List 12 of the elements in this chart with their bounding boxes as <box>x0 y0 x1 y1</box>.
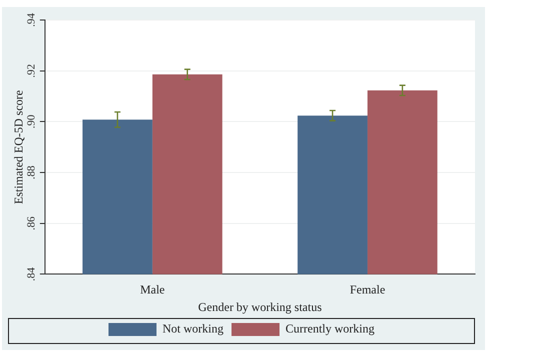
x-tick-label: Female <box>350 282 386 297</box>
legend-label: Currently working <box>286 322 375 336</box>
y-tick-label: .84 <box>25 266 38 282</box>
y-axis-title: Estimated EQ-5D score <box>11 90 26 204</box>
y-tick-label: .90 <box>25 114 38 129</box>
legend-label: Not working <box>162 322 224 336</box>
x-axis-title: Gender by working status <box>198 300 322 314</box>
x-tick-label: Male <box>140 282 165 297</box>
y-tick-label: .94 <box>25 12 38 27</box>
y-tick-label: .88 <box>25 165 38 180</box>
y-tick-label: .86 <box>25 216 38 230</box>
y-tick-label: .92 <box>25 64 38 78</box>
